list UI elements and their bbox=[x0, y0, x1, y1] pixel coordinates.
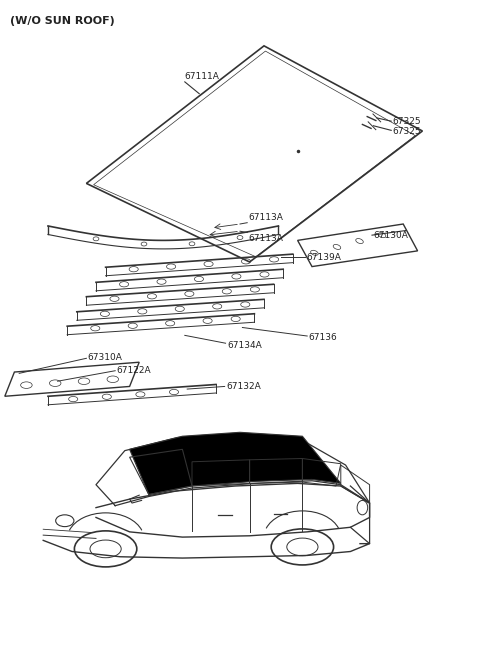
Text: 67130A: 67130A bbox=[373, 231, 408, 240]
Text: 67132A: 67132A bbox=[226, 382, 261, 391]
Text: 67113A: 67113A bbox=[249, 213, 284, 222]
Text: 67139A: 67139A bbox=[306, 253, 341, 262]
Text: 67310A: 67310A bbox=[88, 353, 123, 362]
Text: 67325: 67325 bbox=[393, 126, 421, 136]
Text: 67113A: 67113A bbox=[249, 234, 284, 243]
Polygon shape bbox=[130, 432, 341, 495]
Text: (W/O SUN ROOF): (W/O SUN ROOF) bbox=[10, 16, 114, 26]
Text: 67122A: 67122A bbox=[117, 366, 151, 375]
Text: 67325: 67325 bbox=[393, 117, 421, 126]
Text: 67136: 67136 bbox=[309, 333, 337, 343]
Text: 67134A: 67134A bbox=[227, 341, 262, 350]
Text: 67111A: 67111A bbox=[185, 71, 220, 81]
